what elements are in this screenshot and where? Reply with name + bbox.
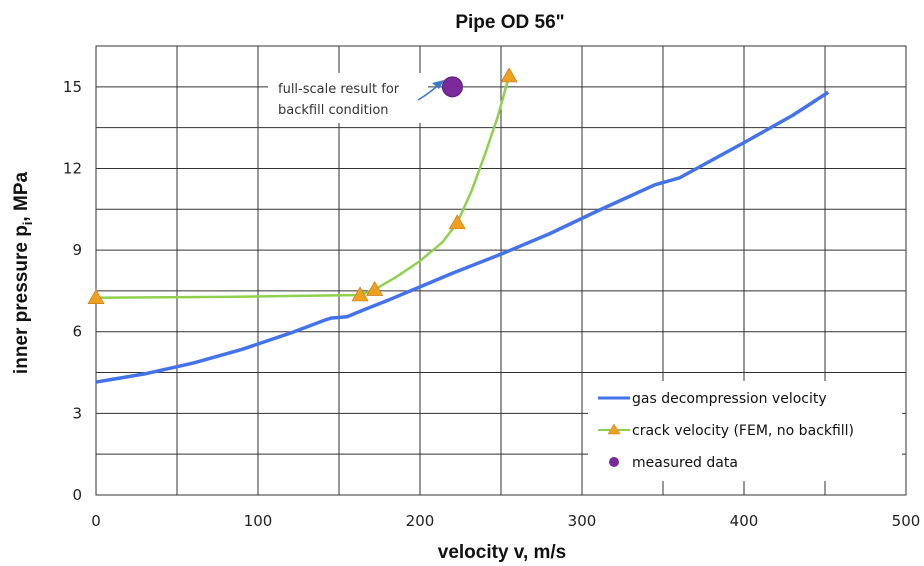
- crack-velocity-marker: [500, 67, 518, 83]
- y-axis-label-main: inner pressure p: [11, 225, 32, 374]
- y-axis: 0 3 6 9 12 15: [63, 78, 82, 504]
- legend-marker-measured: [609, 457, 619, 467]
- x-tick-label: 400: [730, 512, 759, 530]
- y-tick-label: 6: [72, 323, 82, 341]
- x-tick-label: 0: [91, 512, 101, 530]
- y-tick-label: 3: [72, 404, 82, 422]
- x-axis-label: velocity v, m/s: [438, 542, 567, 563]
- x-axis: 0 100 200 300 400 500: [91, 512, 920, 530]
- crack-velocity-marker: [366, 280, 384, 296]
- x-tick-label: 100: [244, 512, 273, 530]
- x-tick-label: 300: [568, 512, 597, 530]
- annotation-box: [268, 73, 428, 123]
- annotation-line-2: backfill condition: [278, 103, 389, 118]
- series-layer: [87, 67, 830, 384]
- crack-velocity-marker: [351, 286, 369, 302]
- annotation-arrowhead: [432, 80, 444, 89]
- annotation: full-scale result for backfill condition: [268, 73, 444, 123]
- y-tick-label: 9: [72, 241, 82, 259]
- grid: [96, 46, 906, 495]
- crack-velocity-marker: [87, 289, 105, 305]
- y-tick-label: 15: [63, 78, 82, 96]
- x-tick-label: 500: [892, 512, 921, 530]
- y-axis-label: inner pressure pi, MPa: [11, 171, 35, 374]
- y-tick-label: 0: [72, 486, 82, 504]
- legend-marker-crack-velocity: [607, 423, 621, 435]
- y-axis-label-subscript: i: [20, 222, 35, 226]
- chart-title: Pipe OD 56": [455, 12, 564, 33]
- annotation-line-1: full-scale result for: [278, 82, 400, 97]
- measured-data-point: [441, 76, 463, 98]
- legend-label-crack-velocity: crack velocity (FEM, no backfill): [632, 423, 854, 439]
- series-line-gas-decompression: [95, 90, 830, 384]
- y-tick-label: 12: [63, 159, 82, 177]
- y-axis-label-unit: , MPa: [11, 171, 32, 221]
- legend-label-gas-decompression: gas decompression velocity: [632, 391, 827, 407]
- crack-velocity-marker: [448, 214, 466, 230]
- legend-label-measured: measured data: [632, 455, 738, 471]
- legend: gas decompression velocity crack velocit…: [588, 381, 902, 481]
- x-tick-label: 200: [406, 512, 435, 530]
- series-line-crack-velocity: [95, 75, 511, 299]
- legend-box: [588, 381, 902, 481]
- plot-frame: [95, 45, 907, 496]
